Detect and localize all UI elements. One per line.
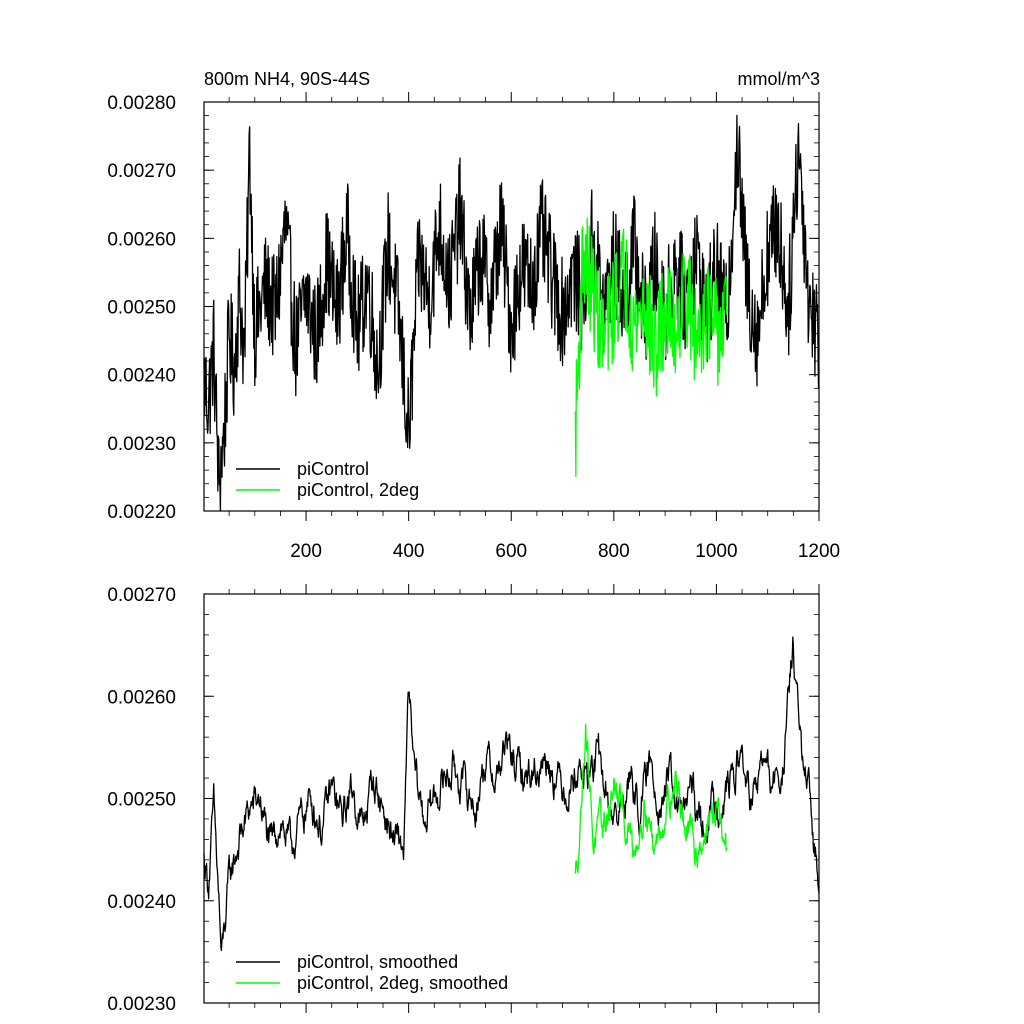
top-panel-title: 800m NH4, 90S-44S [204,69,370,89]
top-axis-ticks: 0.00220 0.00230 0.00240 0.00250 0.00260 0.002… [107,92,840,562]
y-tick-label: 0.00230 [107,434,176,455]
y-tick-label: 0.00250 [107,298,176,319]
units-label: mmol/m^3 [738,69,820,89]
legend-label-smoothed: piControl, smoothed [297,952,458,972]
x-tick-label: 200 [290,541,322,562]
top-panel: 800m NH4, 90S-44S mmol/m^3 0.00220 0.0023… [107,69,840,562]
y-tick-label: 0.00260 [107,687,176,708]
y-tick-label: 0.00230 [107,994,176,1015]
x-tick-label: 1000 [695,541,737,562]
bottom-legend: piControl, smoothed piControl, 2deg, smo… [236,952,508,993]
bottom-series-group [203,636,820,952]
series-line-picontrol-2deg-smoothed [574,723,728,874]
series-line-picontrol-2deg [574,217,728,477]
x-tick-label: 800 [598,541,630,562]
y-tick-label: 0.00260 [107,229,176,250]
x-tick-label: 400 [393,541,425,562]
x-tick-label: 1200 [798,541,840,562]
series-line-picontrol-smoothed [203,636,820,952]
y-tick-label: 0.00250 [107,790,176,811]
x-tick-label: 600 [495,541,527,562]
legend-label-picontrol: piControl [297,459,369,479]
legend-label-2deg-smoothed: piControl, 2deg, smoothed [297,973,508,993]
bottom-plot-frame [203,593,820,1004]
y-tick-label: 0.00220 [107,502,176,523]
y-tick-label: 0.00240 [107,892,176,913]
bottom-panel: 0.00230 0.00240 0.00250 0.00260 0.00270 piCo… [107,584,820,1015]
y-tick-label: 0.00270 [107,585,176,606]
legend-label-picontrol-2deg: piControl, 2deg [297,480,419,500]
bottom-axis-ticks: 0.00230 0.00240 0.00250 0.00260 0.00270 [107,584,820,1015]
y-tick-label: 0.00280 [107,93,176,114]
y-tick-label: 0.00270 [107,161,176,182]
top-legend: piControl piControl, 2deg [236,459,419,500]
y-tick-label: 0.00240 [107,366,176,387]
top-series-group [203,114,820,512]
